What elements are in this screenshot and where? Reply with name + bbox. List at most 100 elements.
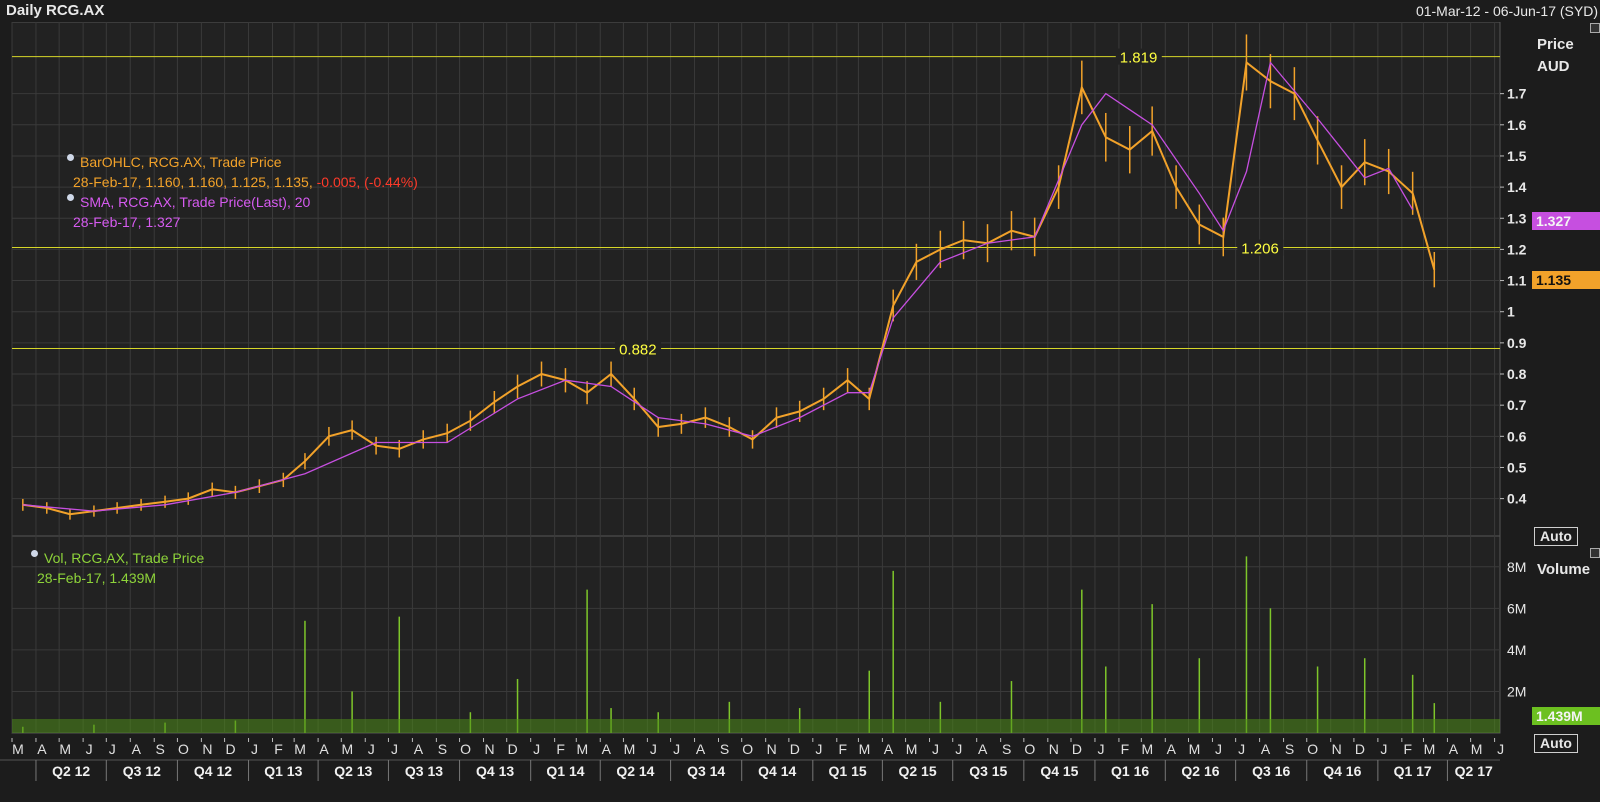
x-month-label: F: [274, 741, 283, 757]
x-month-label: O: [178, 741, 189, 757]
volume-tick-label: 4M: [1507, 642, 1526, 658]
x-month-label: J: [815, 741, 822, 757]
price-last-value-tag: 1.135: [1532, 271, 1600, 289]
x-quarter-label: Q2 16: [1181, 763, 1219, 779]
price-tick-label: 0.9: [1507, 335, 1527, 351]
x-quarter-label: Q3 15: [969, 763, 1007, 779]
price-tick-label: 0.6: [1507, 428, 1527, 444]
x-month-label: F: [556, 741, 565, 757]
x-month-label: D: [226, 741, 236, 757]
x-month-label: F: [1404, 741, 1413, 757]
x-quarter-label: Q2 13: [334, 763, 372, 779]
price-tick-label: 0.7: [1507, 397, 1527, 413]
x-month-label: J: [932, 741, 939, 757]
x-month-label: A: [1167, 741, 1177, 757]
level-label: 0.882: [619, 341, 657, 358]
x-quarter-label: Q3 13: [405, 763, 443, 779]
x-month-label: J: [368, 741, 375, 757]
sma-legend-name: SMA, RCG.AX, Trade Price(Last), 20: [80, 194, 311, 210]
price-tick-label: 1.7: [1507, 86, 1527, 102]
price-tick-label: 1.2: [1507, 241, 1527, 257]
x-month-label: A: [884, 741, 894, 757]
title-bar: Daily RCG.AX 01-Mar-12 - 06-Jun-17 (SYD): [0, 0, 1600, 22]
x-month-label: M: [1471, 741, 1483, 757]
x-month-label: A: [37, 741, 47, 757]
x-month-label: M: [1189, 741, 1201, 757]
x-month-label: N: [202, 741, 212, 757]
volume-tick-label: 8M: [1507, 559, 1526, 575]
x-month-label: D: [1072, 741, 1082, 757]
level-label-bg: [1237, 239, 1284, 256]
x-quarter-label: Q4 12: [194, 763, 232, 779]
x-month-label: S: [156, 741, 165, 757]
x-month-label: S: [438, 741, 447, 757]
volume-axis-title: Volume: [1537, 561, 1591, 578]
volume-panel: [11, 535, 1501, 734]
x-quarter-label: Q1 15: [829, 763, 867, 779]
x-month-label: J: [86, 741, 93, 757]
x-month-label: D: [508, 741, 518, 757]
x-month-label: J: [673, 741, 680, 757]
date-range[interactable]: 01-Mar-12 - 06-Jun-17 (SYD): [1415, 3, 1598, 19]
x-month-label: O: [742, 741, 753, 757]
x-month-label: M: [341, 741, 353, 757]
ohlc-legend-bullet-icon[interactable]: [67, 154, 74, 161]
x-month-label: N: [484, 741, 494, 757]
price-panel: [11, 21, 1501, 537]
x-month-label: J: [1380, 741, 1387, 757]
volume-panel-maximize-icon[interactable]: [1590, 548, 1600, 558]
level-label: 1.819: [1120, 50, 1158, 67]
volume-tick-label: 6M: [1507, 600, 1526, 616]
x-month-label: A: [414, 741, 424, 757]
volume-legend: Vol, RCG.AX, Trade Price 28-Feb-17, 1.43…: [31, 548, 204, 588]
x-month-label: J: [1497, 741, 1504, 757]
vol-legend-values: 28-Feb-17, 1.439M: [37, 570, 157, 586]
x-month-label: A: [132, 741, 142, 757]
price-tick-label: 1.1: [1507, 273, 1527, 289]
x-month-label: J: [391, 741, 398, 757]
level-label: 1.206: [1241, 241, 1279, 258]
x-month-label: J: [1238, 741, 1245, 757]
x-quarter-label: Q3 16: [1252, 763, 1290, 779]
x-month-label: A: [696, 741, 706, 757]
x-month-label: M: [906, 741, 918, 757]
x-quarter-label: Q2 12: [52, 763, 90, 779]
chart-title: Daily RCG.AX: [6, 2, 105, 19]
x-quarter-label: Q2 17: [1455, 763, 1493, 779]
sma-legend-values: 28-Feb-17, 1.327: [73, 214, 181, 230]
ohlc-legend-name: BarOHLC, RCG.AX, Trade Price: [80, 154, 282, 170]
x-quarter-label: Q2 14: [616, 763, 654, 779]
x-month-label: M: [576, 741, 588, 757]
x-quarter-label: Q3 14: [687, 763, 725, 779]
x-month-label: F: [838, 741, 847, 757]
x-quarter-label: Q4 14: [758, 763, 796, 779]
x-quarter-label: Q2 15: [898, 763, 936, 779]
volume-tick-label: 2M: [1507, 683, 1526, 699]
x-quarter-label: Q1 16: [1111, 763, 1149, 779]
price-auto-scale-button[interactable]: Auto: [1534, 527, 1578, 546]
sma-last-value-tag: 1.327: [1532, 212, 1600, 230]
x-month-label: M: [12, 741, 24, 757]
sma-legend-bullet-icon[interactable]: [67, 194, 74, 201]
vol-legend-bullet-icon[interactable]: [31, 550, 38, 557]
level-label-bg: [615, 340, 662, 357]
price-tick-label: 0.5: [1507, 459, 1527, 475]
price-tick-label: 1.3: [1507, 210, 1527, 226]
volume-baseline-band: [12, 719, 1500, 733]
x-month-label: J: [251, 741, 258, 757]
x-month-label: J: [533, 741, 540, 757]
x-month-label: M: [859, 741, 871, 757]
price-tick-label: 1: [1507, 304, 1515, 320]
price-tick-label: 0.4: [1507, 491, 1527, 507]
x-quarter-label: Q1 14: [546, 763, 584, 779]
volume-auto-scale-button[interactable]: Auto: [1534, 734, 1578, 753]
x-month-label: M: [59, 741, 71, 757]
price-tick-label: 1.6: [1507, 117, 1527, 133]
x-month-label: S: [720, 741, 729, 757]
panel-maximize-icon[interactable]: [1590, 23, 1600, 33]
x-month-label: A: [602, 741, 612, 757]
x-month-label: M: [1424, 741, 1436, 757]
x-month-label: A: [1261, 741, 1271, 757]
